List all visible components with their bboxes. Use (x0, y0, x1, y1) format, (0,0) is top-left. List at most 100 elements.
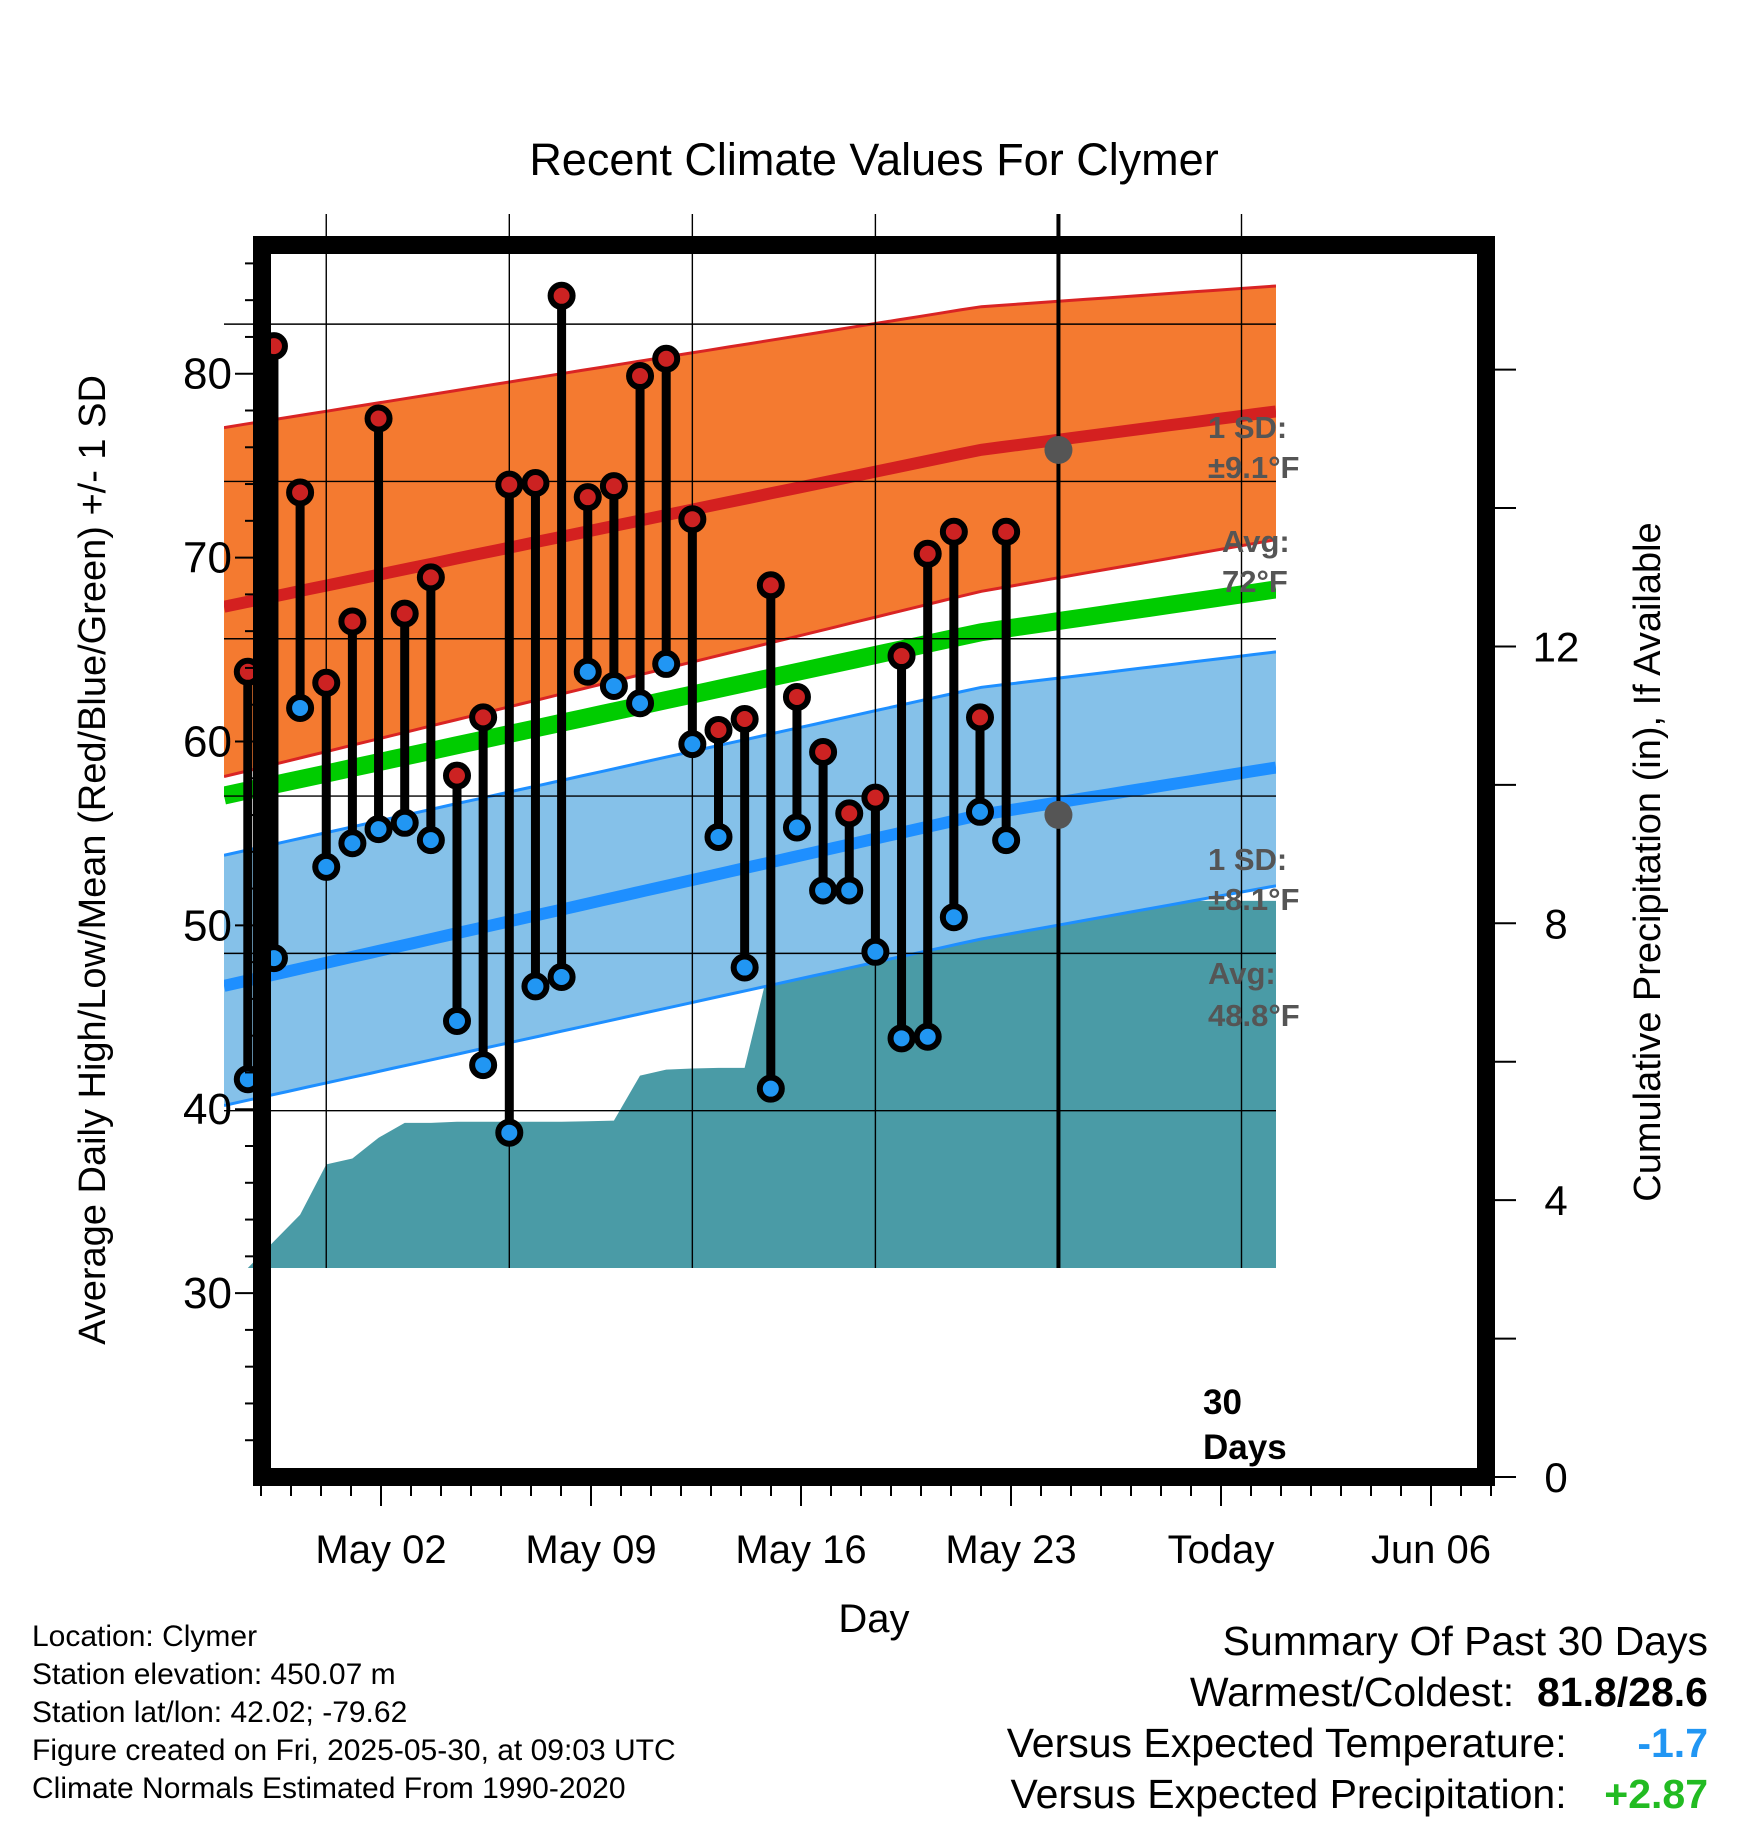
location-text: Location: Clymer (32, 1620, 258, 1653)
y2-tick-label: 12 (1533, 623, 1580, 670)
high-point (756, 571, 785, 600)
low-point (495, 1118, 524, 1147)
temp-row: Versus Expected Temperature: -1.7 (1007, 1718, 1708, 1769)
high-point (521, 469, 550, 498)
warm-cold-label: Warmest/Coldest: (1189, 1669, 1515, 1715)
temp-label: Versus Expected Temperature: (1006, 1720, 1567, 1766)
low-point (573, 657, 602, 686)
x-tick-label: Today (1168, 1528, 1275, 1572)
created-text: Figure created on Fri, 2025-05-30, at 09… (32, 1734, 676, 1767)
high-point (626, 362, 655, 391)
x-tick-label: May 09 (525, 1528, 656, 1572)
low-point (286, 693, 315, 722)
high-point (939, 517, 968, 546)
low-point (390, 808, 419, 837)
x-tick-label: Jun 06 (1371, 1528, 1491, 1572)
high-point (547, 281, 576, 310)
low-sd-lower-edge (224, 884, 1276, 1107)
high-avg-label: Avg: (1222, 524, 1290, 559)
low-point (521, 972, 550, 1001)
low-point (704, 822, 733, 851)
y-tick-label: 70 (183, 534, 232, 583)
high-point (495, 470, 524, 499)
low-point (599, 671, 628, 700)
elevation-text: Station elevation: 450.07 m (32, 1658, 396, 1691)
high-point (966, 703, 994, 732)
summary-panel: Summary Of Past 30 Days Warmest/Coldest:… (1007, 1616, 1708, 1820)
low-point (364, 815, 393, 844)
chart-title: Recent Climate Values For Clymer (529, 134, 1218, 185)
low-point (443, 1007, 471, 1036)
high-point (364, 404, 393, 433)
x-axis-label: Day (838, 1597, 909, 1641)
low-point (861, 937, 890, 966)
low-point (626, 689, 655, 718)
y-tick-label: 40 (183, 1085, 232, 1134)
high-point (652, 344, 681, 373)
station-info: Location: Clymer Station elevation: 450.… (32, 1618, 676, 1808)
high-point (416, 563, 445, 592)
high-avg-value: 72°F (1222, 564, 1288, 599)
y2-axis-label: Cumulative Precipitation (in), If Availa… (1627, 522, 1669, 1201)
low-point (652, 649, 681, 678)
low-sd-value: ±8.1°F (1208, 882, 1299, 917)
high-sd-label: 1 SD: (1208, 410, 1287, 445)
high-point (678, 505, 707, 534)
high-normal-line (224, 405, 1276, 613)
precip-row: Versus Expected Precipitation: +2.87 (1007, 1769, 1709, 1820)
high-point (887, 642, 916, 671)
high-point (835, 799, 864, 828)
y2-tick-label: 0 (1544, 1454, 1567, 1501)
high-point (599, 472, 628, 501)
summary-title: Summary Of Past 30 Days (1222, 1618, 1708, 1664)
warm-cold-row: Warmest/Coldest: 81.8/28.6 (1007, 1667, 1708, 1718)
high-point (390, 599, 419, 628)
low-point (809, 876, 838, 905)
high-point (913, 539, 942, 568)
high-point (469, 703, 498, 732)
low-point (469, 1051, 498, 1080)
high-sd-upper-edge (224, 284, 1276, 430)
plot-frame (253, 236, 1495, 1486)
y-axis-label: Average Daily High/Low/Mean (Red/Blue/Gr… (72, 375, 114, 1345)
low-point (913, 1022, 942, 1051)
low-point (835, 876, 864, 905)
y2-tick-label: 4 (1544, 1177, 1567, 1224)
high-point (992, 517, 1021, 546)
high-sd-lower-edge (224, 538, 1276, 779)
low-point (756, 1074, 785, 1103)
y-tick-label: 60 (183, 717, 232, 766)
y2-tick-label: 8 (1544, 900, 1567, 947)
high-sd-band (224, 286, 1276, 777)
low-point (939, 903, 968, 932)
high-point (573, 483, 602, 512)
window-days-value: 30 (1203, 1383, 1242, 1422)
high-point (443, 761, 471, 790)
high-point (730, 704, 759, 733)
mean-normal-line (224, 580, 1276, 805)
low-point (887, 1024, 916, 1053)
high-point (704, 715, 733, 744)
y-tick-label: 80 (183, 350, 232, 399)
high-point (861, 783, 890, 812)
low-point (312, 852, 341, 881)
high-sd-value: ±9.1°F (1208, 450, 1299, 485)
temp-value: -1.7 (1637, 1720, 1708, 1766)
high-point (312, 668, 341, 697)
low-point (966, 797, 994, 826)
plot-area: 1 SD: ±9.1°F Avg: 72°F 1 SD: ±8.1°F Avg: 48.8°F… (183, 214, 1579, 1572)
high-point (809, 738, 838, 767)
high-point (286, 478, 315, 507)
precip-label: Versus Expected Precipitation: (1010, 1771, 1567, 1817)
x-tick-label: May 23 (945, 1528, 1076, 1572)
low-point (547, 962, 576, 991)
low-point (992, 826, 1021, 855)
low-avg-value: 48.8°F (1208, 998, 1300, 1033)
low-point (678, 730, 707, 759)
y-tick-label: 50 (183, 901, 232, 950)
plot-content (224, 214, 1276, 1268)
high-point (782, 682, 811, 711)
y-tick-label: 30 (183, 1269, 232, 1318)
low-normal-marker (1044, 800, 1073, 829)
